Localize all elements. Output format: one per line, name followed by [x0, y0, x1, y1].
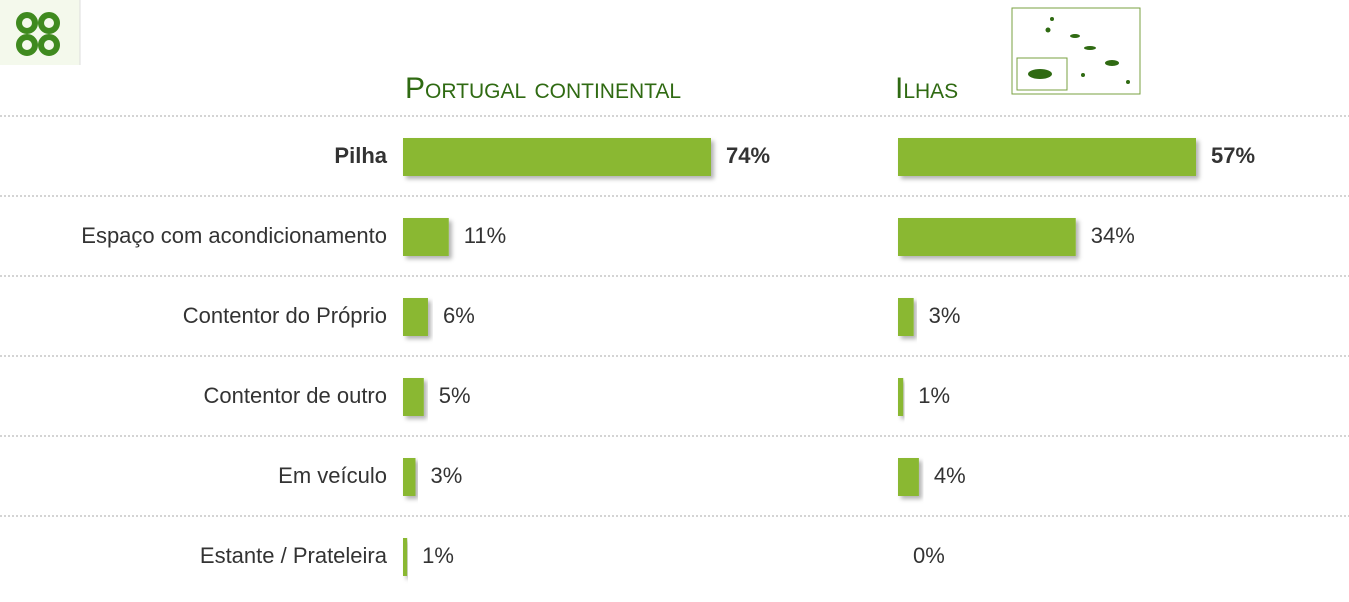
value-label: 74%	[726, 143, 770, 168]
bar	[898, 378, 904, 416]
map-image	[1011, 7, 1141, 95]
category-label: Contentor de outro	[204, 383, 387, 408]
bar	[898, 218, 1076, 256]
category-label: Espaço com acondicionamento	[81, 223, 387, 248]
bar	[898, 298, 914, 336]
value-label: 1%	[918, 383, 950, 408]
value-label: 5%	[439, 383, 471, 408]
chart-title: Ilhas	[895, 72, 958, 105]
value-label: 11%	[464, 223, 506, 248]
value-label: 3%	[430, 463, 462, 488]
bar	[403, 218, 449, 256]
bar	[403, 538, 408, 576]
category-label: Contentor do Próprio	[183, 303, 387, 328]
bar	[898, 138, 1196, 176]
value-label: 34%	[1091, 223, 1135, 248]
chart-title: Portugal continental	[405, 72, 681, 105]
value-label: 3%	[929, 303, 961, 328]
category-label: Em veículo	[278, 463, 387, 488]
category-label: Estante / Prateleira	[200, 543, 388, 568]
value-label: 1%	[422, 543, 454, 568]
bar	[403, 458, 416, 496]
category-label: Pilha	[334, 143, 387, 168]
value-label: 4%	[934, 463, 966, 488]
bar	[403, 138, 711, 176]
bar	[898, 458, 919, 496]
bar	[403, 378, 424, 416]
value-label: 0%	[913, 543, 945, 568]
logo	[0, 0, 81, 65]
bar	[403, 298, 428, 336]
value-label: 6%	[443, 303, 475, 328]
value-label: 57%	[1211, 143, 1255, 168]
